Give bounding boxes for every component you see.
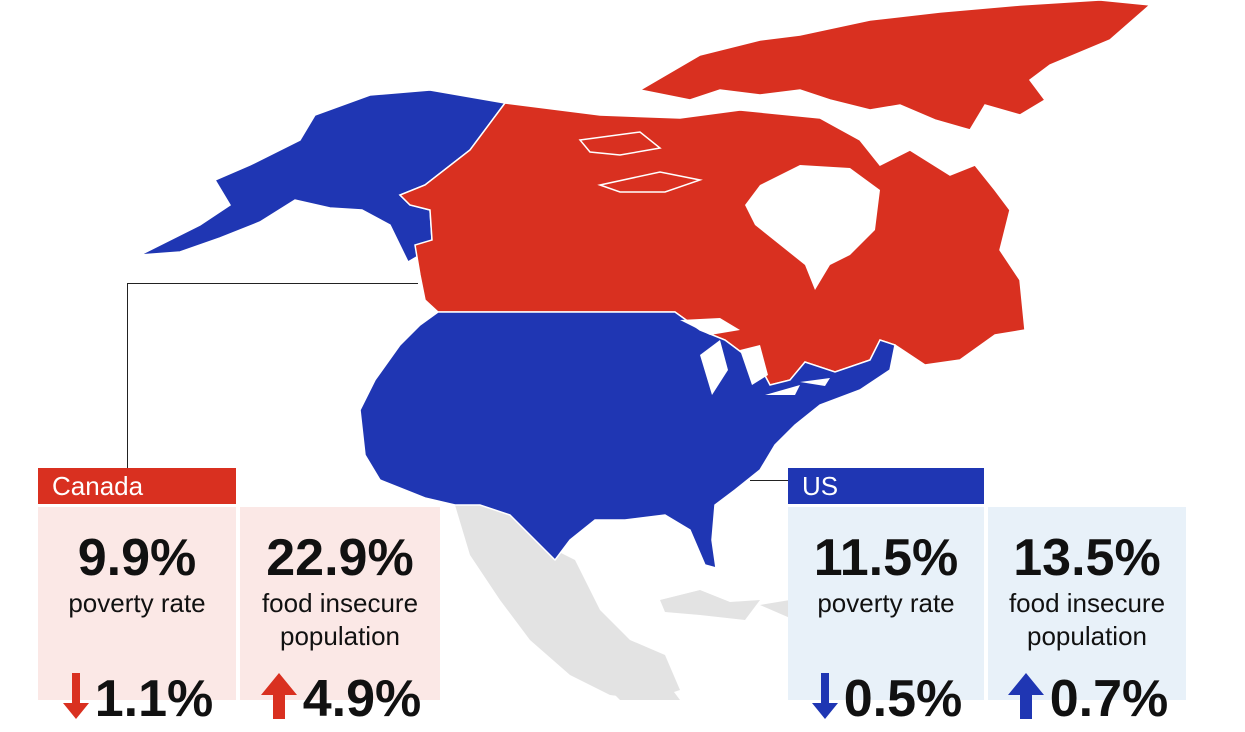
us-food-change: 0.7%: [988, 669, 1186, 732]
us-food-label-1: food insecure: [1008, 588, 1166, 618]
canada-connector-line: [127, 283, 418, 469]
canada-poverty-card: 9.9% poverty rate 1.1%: [38, 507, 236, 728]
canada-food-card: 22.9% food insecure population 4.9%: [240, 507, 440, 728]
arrow-down-icon: [810, 672, 840, 732]
arrow-up-icon: [259, 672, 299, 732]
canada-region: [398, 0, 1152, 386]
arrow-up-icon: [1006, 672, 1046, 732]
us-label: US: [802, 471, 839, 501]
us-food-card: 13.5% food insecure population 0.7%: [988, 507, 1186, 728]
canada-poverty-value: 9.9%: [77, 529, 197, 587]
us-food-label-2: population: [1027, 621, 1147, 651]
canada-label: Canada: [52, 471, 144, 501]
canada-poverty-change-value: 1.1%: [94, 670, 214, 728]
us-food-value: 13.5%: [1013, 529, 1161, 587]
hudson-bay: [745, 165, 880, 290]
canada-poverty-change: 1.1%: [38, 669, 236, 732]
canada-food-label-1: food insecure: [261, 588, 419, 618]
canada-poverty-label: poverty rate: [68, 588, 206, 618]
us-poverty-change-value: 0.5%: [843, 670, 963, 728]
us-poverty-change: 0.5%: [788, 669, 984, 732]
canada-food-change: 4.9%: [240, 669, 440, 732]
us-connector-line: [750, 480, 790, 481]
us-poverty-card: 11.5% poverty rate 0.5%: [788, 507, 984, 728]
us-poverty-value: 11.5%: [813, 529, 959, 587]
other-land: [455, 505, 810, 700]
arrow-down-icon: [61, 672, 91, 732]
great-lakes: [680, 318, 830, 395]
us-food-change-value: 0.7%: [1049, 670, 1169, 728]
canada-food-value: 22.9%: [266, 529, 414, 587]
canada-food-change-value: 4.9%: [302, 670, 422, 728]
us-poverty-label: poverty rate: [817, 588, 955, 618]
canada-food-label-2: population: [280, 621, 400, 651]
us-header: US: [788, 468, 984, 504]
canada-header: Canada: [38, 468, 236, 504]
north-america-map: [139, 0, 1152, 700]
